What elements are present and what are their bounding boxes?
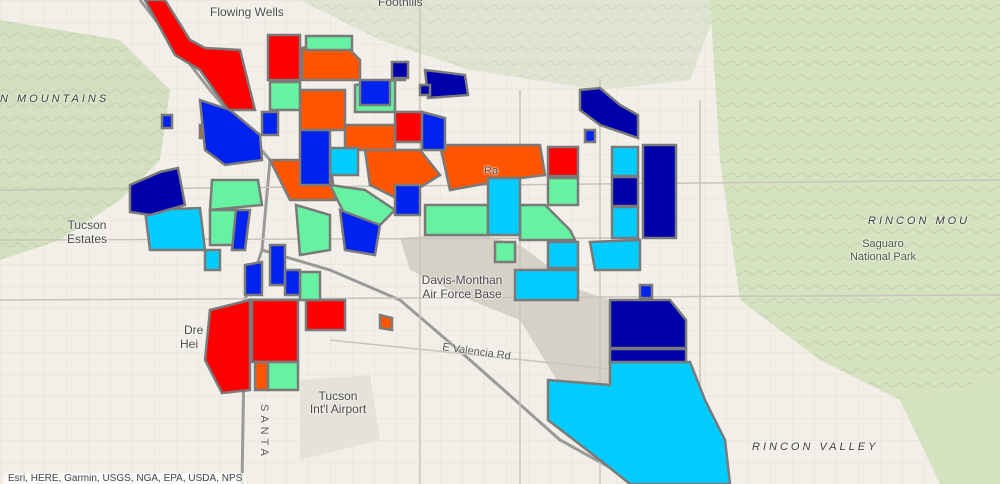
- region-darkblue-8: [390, 60, 410, 80]
- region-cyan-5: [610, 205, 640, 240]
- place-label-davis-monthan-line1: Davis-Monthan: [421, 273, 503, 287]
- region-darkblue-4: [610, 175, 640, 208]
- region-green-9: [294, 203, 332, 257]
- road-label-fragment: Ra: [484, 165, 499, 177]
- airport-area: [300, 375, 380, 460]
- region-blue-9: [230, 208, 252, 252]
- region-red-center-north: [266, 33, 302, 82]
- region-darkblue-7: [608, 347, 688, 364]
- region-blue-12: [393, 183, 422, 217]
- region-cyan-7: [513, 268, 580, 302]
- region-cyan-10: [203, 248, 222, 272]
- region-cyan-9: [546, 360, 732, 484]
- region-green-12: [298, 270, 322, 302]
- region-blue-8: [268, 243, 287, 287]
- interstate-19: [261, 248, 641, 484]
- region-darkblue-6: [608, 298, 688, 350]
- river-label-santa-cruz: SANTA: [258, 404, 270, 460]
- region-blue-13: [160, 113, 174, 130]
- park-label-saguaro-line1: Saguaro: [862, 238, 904, 250]
- region-darkblue-3: [578, 86, 640, 140]
- region-green-2: [268, 80, 302, 112]
- place-label-drexel-line2: Hei: [180, 337, 199, 351]
- region-orange-8: [378, 313, 394, 332]
- region-green-6: [423, 203, 490, 237]
- region-blue-2: [260, 110, 280, 137]
- region-darkblue-9: [418, 83, 432, 97]
- region-cyan-8: [546, 240, 580, 270]
- region-red-south-center: [304, 298, 347, 332]
- region-cyan-1: [328, 146, 360, 177]
- region-blue-3: [298, 128, 332, 187]
- region-red-northeast: [393, 110, 424, 144]
- region-green-8: [546, 176, 580, 207]
- region-darkblue-1: [128, 166, 187, 217]
- region-red-north: [143, 0, 257, 112]
- place-label-flowing-wells: Flowing Wells: [210, 5, 284, 19]
- region-red-southwest: [203, 298, 252, 395]
- region-blue-1: [198, 98, 264, 167]
- region-green-13: [493, 240, 517, 264]
- place-label-tucson-airport-line2: Int'l Airport: [309, 402, 367, 416]
- region-green-4: [208, 178, 264, 212]
- region-orange-3: [343, 123, 397, 152]
- region-darkblue-5: [641, 143, 678, 240]
- region-cyan-3: [486, 176, 522, 237]
- place-label-tucson-estates-line2: Estates: [66, 232, 108, 246]
- range-label-tucson-mountains: N MOUNTAINS: [0, 93, 110, 105]
- region-blue-11: [283, 268, 302, 297]
- park-label-saguaro-line2: National Park: [849, 251, 917, 263]
- region-cyan-4: [610, 145, 640, 178]
- region-blue-15: [583, 128, 597, 144]
- region-blue-14: [638, 283, 654, 300]
- region-green-1: [304, 34, 354, 52]
- davis-monthan-afb-area: [400, 232, 610, 385]
- region-red-east: [546, 145, 580, 178]
- region-darkblue-2: [423, 68, 470, 100]
- region-blue-7: [338, 208, 382, 257]
- place-label-tucson-estates-line1: Tucson: [67, 218, 107, 232]
- map-attribution: Esri, HERE, Garmin, USGS, NGA, EPA, USDA…: [4, 473, 247, 484]
- region-red-south: [250, 298, 300, 364]
- region-blue-10: [243, 260, 264, 297]
- place-label-tucson-airport-line1: Tucson: [318, 389, 358, 403]
- region-blue-5: [358, 78, 392, 107]
- place-label-rincon-valley: RINCON VALLEY: [752, 441, 879, 453]
- place-label-davis-monthan-line2: Air Force Base: [422, 287, 502, 301]
- region-green-11: [266, 360, 300, 392]
- choropleth-layer: [128, 0, 732, 484]
- place-label-drexel-line1: Dre: [184, 323, 204, 337]
- range-label-rincon-mountains: RINCON MOU: [868, 215, 971, 227]
- region-orange-2: [298, 88, 347, 132]
- region-blue-6: [420, 110, 447, 152]
- region-orange-7: [253, 360, 270, 392]
- region-orange-5: [438, 143, 547, 192]
- place-label-foothills: Foothills: [378, 0, 423, 9]
- region-cyan-6: [588, 238, 642, 272]
